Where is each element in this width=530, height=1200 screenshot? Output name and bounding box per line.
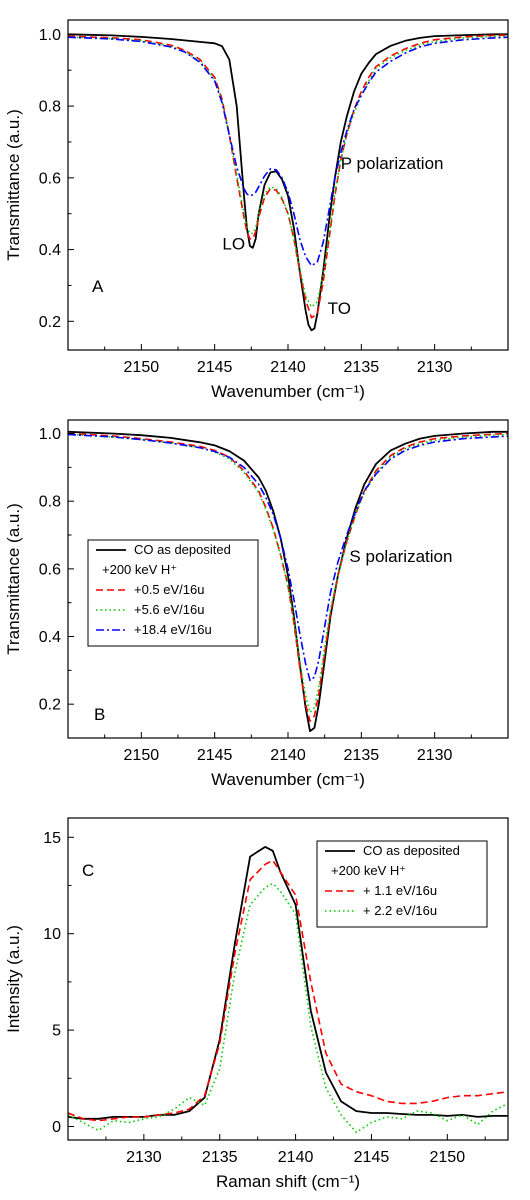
y-tick-label: 0.8 <box>39 99 61 116</box>
chart-panel-a: 2150 2145 2140 2135 2130 0.2 0.4 0.6 0.8 1.0 Waven… <box>4 19 509 401</box>
x-tick-label: 2130 <box>417 747 453 764</box>
x-tick-label: 2145 <box>197 359 233 376</box>
panel-letter: A <box>92 277 104 296</box>
y-tick-label: 0.4 <box>39 629 61 646</box>
x-tick-label: 2130 <box>417 359 453 376</box>
panel-letter: B <box>94 705 105 724</box>
legend-label: CO as deposited <box>134 542 231 557</box>
y-axis-label: Intensity (a.u.) <box>4 925 23 1033</box>
legend-box <box>87 539 259 647</box>
series-line-co-as-deposited <box>68 430 508 733</box>
legend-box <box>316 840 488 928</box>
series-group <box>68 33 508 332</box>
legend-label: + 1.1 eV/16u <box>363 883 437 898</box>
y-axis-label: Transmittance (a.u.) <box>4 109 23 260</box>
legend: CO as deposited +200 keV H⁺ +0.5 eV/16u +5.… <box>87 539 259 647</box>
x-axis-label: Wavenumber (cm⁻¹) <box>211 382 365 401</box>
legend-label: +5.6 eV/16u <box>134 602 204 617</box>
series-line-18-4-ev-16u <box>68 36 508 267</box>
legend-label: CO as deposited <box>363 843 460 858</box>
series-line-5-6-ev-16u <box>68 433 508 714</box>
x-tick-label: 2135 <box>344 747 380 764</box>
plot-frame <box>67 817 509 1141</box>
legend-label: +0.5 eV/16u <box>134 582 204 597</box>
plot-frame <box>67 19 509 351</box>
y-tick-label: 1.0 <box>39 426 61 443</box>
series-group <box>68 846 508 1134</box>
series-line-0-5-ev-16u <box>68 34 508 319</box>
x-tick-label: 2150 <box>124 359 160 376</box>
x-tick-label: 2140 <box>270 747 306 764</box>
annotation-label: S polarization <box>349 547 452 566</box>
y-tick-label: 0.2 <box>39 314 61 331</box>
y-tick-label: 0.8 <box>39 494 61 511</box>
y-axis-label: Transmittance (a.u.) <box>4 503 23 654</box>
x-tick-label: 2130 <box>126 1149 162 1166</box>
y-tick-label: 5 <box>52 1023 61 1040</box>
annotation-label: TO <box>328 299 351 318</box>
x-tick-label: 2135 <box>344 359 380 376</box>
x-tick-label: 2140 <box>270 359 306 376</box>
x-tick-label: 2145 <box>354 1149 390 1166</box>
series-line-co-as-deposited <box>68 33 508 332</box>
x-axis-label: Raman shift (cm⁻¹) <box>216 1172 360 1191</box>
y-tick-label: 10 <box>43 926 61 943</box>
chart-panel-b: 2150 2145 2140 2135 2130 0.2 0.4 0.6 0.8 1.0 Waven… <box>4 419 509 789</box>
panel-letter: C <box>82 861 94 880</box>
y-tick-label: 15 <box>43 830 61 847</box>
legend-label: +18.4 eV/16u <box>134 622 212 637</box>
x-tick-label: 2150 <box>124 747 160 764</box>
x-tick-label: 2145 <box>197 747 233 764</box>
y-tick-label: 0.4 <box>39 242 61 259</box>
series-line-1-1-ev-16u <box>68 859 508 1122</box>
y-tick-label: 1.0 <box>39 27 61 44</box>
x-tick-label: 2150 <box>430 1149 466 1166</box>
series-line-0-5-ev-16u <box>68 432 508 722</box>
series-line-18-4-ev-16u <box>68 433 508 682</box>
y-tick-label: 0.2 <box>39 697 61 714</box>
x-axis-label: Wavenumber (cm⁻¹) <box>211 770 365 789</box>
legend-label: +200 keV H⁺ <box>331 863 406 878</box>
legend-label: +200 keV H⁺ <box>102 562 177 577</box>
y-tick-label: 0.6 <box>39 561 61 578</box>
x-tick-label: 2135 <box>202 1149 238 1166</box>
series-line-5-6-ev-16u <box>68 35 508 308</box>
series-group <box>68 430 508 733</box>
legend-label: + 2.2 eV/16u <box>363 903 437 918</box>
annotation-label: LO <box>222 235 245 254</box>
legend: CO as deposited +200 keV H⁺ + 1.1 eV/16u + … <box>316 840 488 928</box>
annotation-label: P polarization <box>341 154 444 173</box>
x-tick-label: 2140 <box>278 1149 314 1166</box>
chart-panel-c: 2130 2135 2140 2145 2150 0 5 10 15 Raman shift (c… <box>4 817 509 1191</box>
y-tick-label: 0 <box>52 1119 61 1136</box>
y-tick-label: 0.6 <box>39 170 61 187</box>
